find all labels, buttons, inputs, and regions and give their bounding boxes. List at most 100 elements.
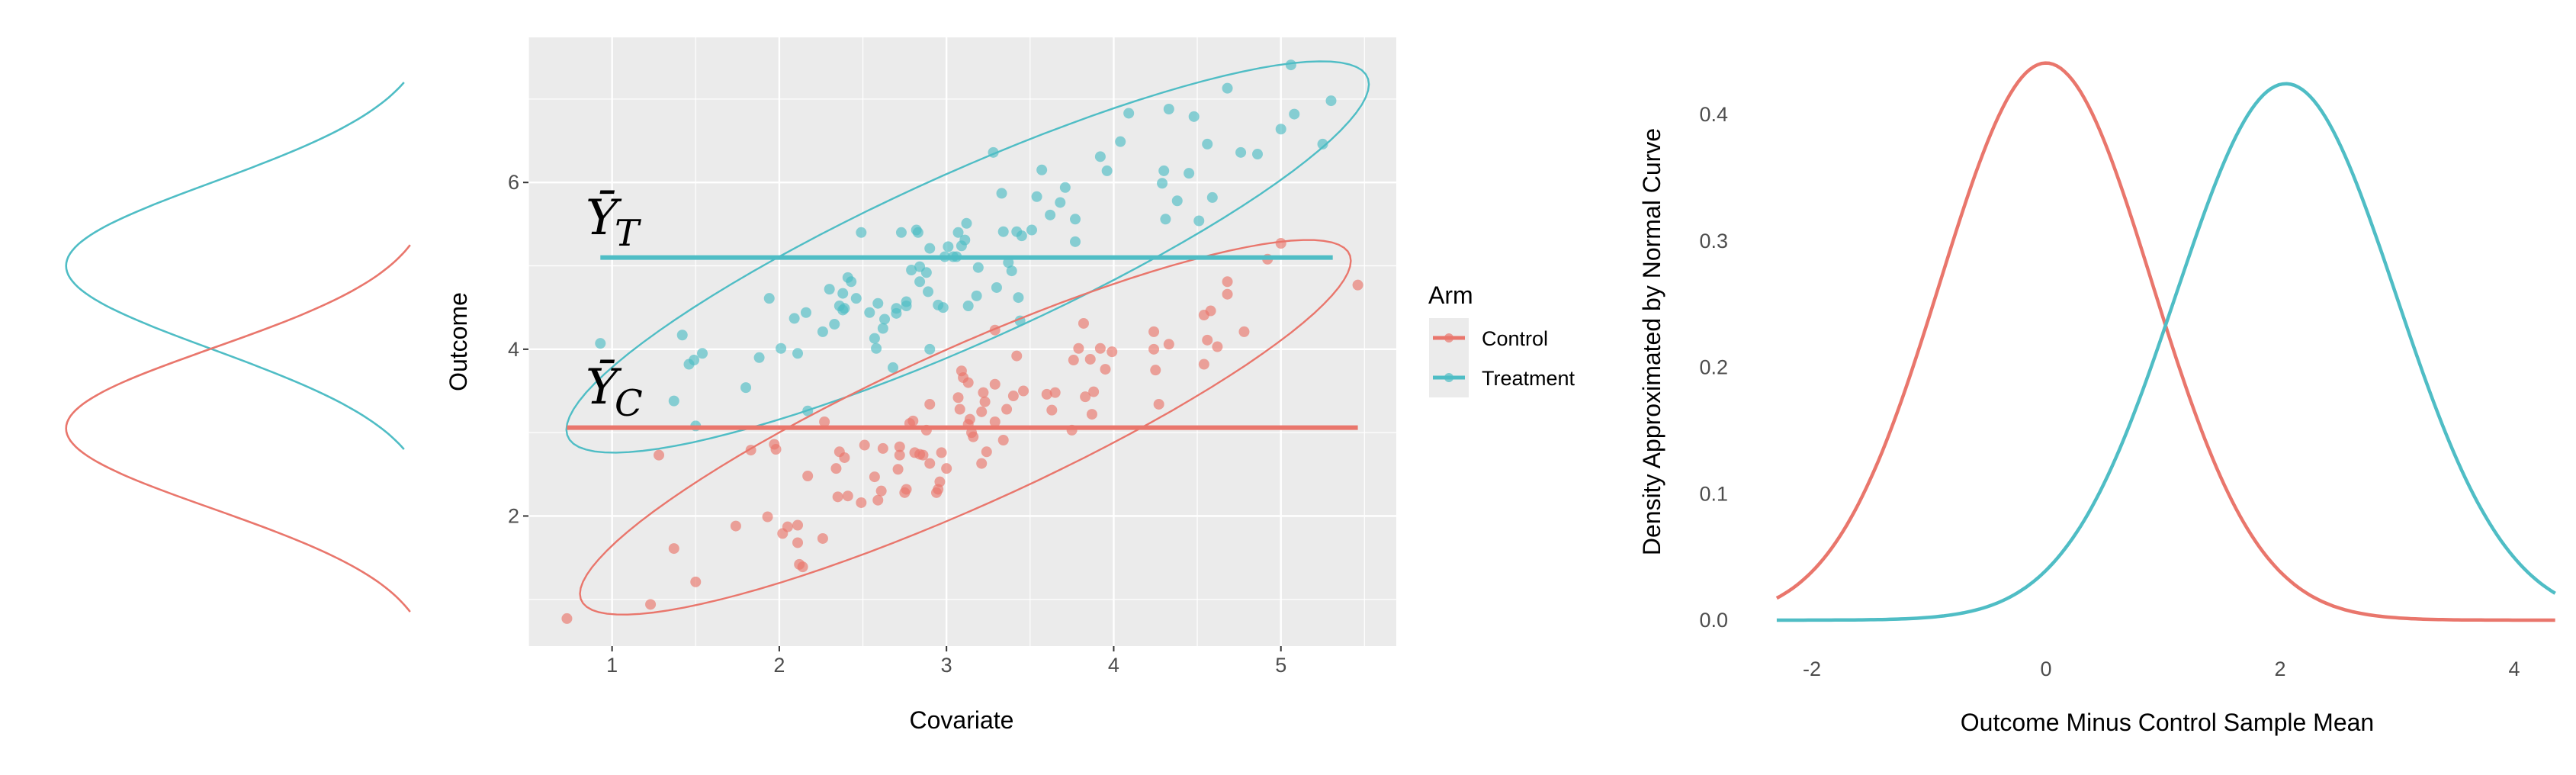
point-control <box>976 458 988 469</box>
point-treatment <box>906 264 917 275</box>
point-treatment <box>924 343 936 355</box>
point-control <box>561 613 573 624</box>
point-control <box>962 377 974 388</box>
point-control <box>989 416 1001 427</box>
density-panel: -2 0 2 4 0.0 0.1 0.2 0.3 0.4 Outcome Minus Contr… <box>1638 61 2556 736</box>
point-treatment <box>943 241 954 252</box>
point-treatment <box>1222 82 1233 94</box>
density-curve-control <box>1775 61 2555 622</box>
point-control <box>875 485 887 497</box>
legend-key-background <box>1429 318 1469 397</box>
point-control <box>869 471 880 483</box>
mean-label-treatment-main: Ȳ <box>586 190 622 246</box>
point-treatment <box>1013 292 1024 304</box>
point-treatment <box>792 348 804 359</box>
point-treatment <box>1184 168 1195 179</box>
legend-title: Arm <box>1428 281 1473 309</box>
point-control <box>856 497 867 508</box>
point-control <box>907 415 919 426</box>
ellipses <box>565 60 1370 616</box>
point-control <box>1041 388 1052 400</box>
point-treatment <box>1202 138 1213 150</box>
ellipse-control <box>579 239 1352 616</box>
point-control <box>952 392 964 404</box>
axes: 1 2 3 4 5 2 4 6 <box>508 171 1286 677</box>
point-control <box>730 520 741 532</box>
point-treatment <box>829 319 840 330</box>
point-treatment <box>1059 182 1071 193</box>
point-control <box>917 449 929 461</box>
point-control <box>1080 391 1091 403</box>
x-tick-label: 0 <box>2040 658 2051 680</box>
point-treatment <box>888 362 899 373</box>
point-treatment <box>959 234 971 246</box>
point-treatment <box>850 293 862 304</box>
point-treatment <box>1026 224 1037 236</box>
point-control <box>1084 353 1096 365</box>
point-treatment <box>1317 138 1328 150</box>
point-control <box>936 447 947 458</box>
point-control <box>941 463 952 474</box>
point-treatment <box>1006 265 1017 277</box>
point-treatment <box>1123 108 1135 119</box>
point-treatment <box>689 355 700 366</box>
point-control <box>1049 387 1061 398</box>
point-control <box>934 476 946 487</box>
point-treatment <box>1045 209 1056 220</box>
point-treatment <box>991 281 1002 293</box>
point-control <box>978 387 989 398</box>
gridlines <box>528 37 1396 646</box>
point-treatment <box>740 382 752 394</box>
point-treatment <box>1070 236 1081 247</box>
point-control <box>1148 326 1160 337</box>
point-treatment <box>776 342 787 354</box>
y-tick-label: 4 <box>508 338 519 361</box>
point-treatment <box>1016 230 1027 242</box>
point-control <box>997 434 1009 445</box>
x-tick-label: 3 <box>941 654 952 677</box>
point-treatment <box>871 342 882 354</box>
point-treatment <box>668 395 679 407</box>
point-control <box>964 413 975 425</box>
point-treatment <box>879 314 891 325</box>
point-control <box>690 576 702 587</box>
point-control <box>1222 276 1233 288</box>
point-control <box>668 543 679 555</box>
ellipse-treatment <box>565 60 1370 454</box>
point-control <box>1001 404 1013 415</box>
y-axis-title: Density Approximated by Normal Curve <box>1638 128 1665 555</box>
point-treatment <box>997 226 1009 237</box>
point-treatment <box>1289 108 1300 120</box>
point-treatment <box>971 290 982 301</box>
point-control <box>1088 386 1100 397</box>
legend: Arm Control Treatment <box>1428 281 1575 397</box>
point-treatment <box>923 286 934 297</box>
point-treatment <box>697 348 708 359</box>
point-control <box>1153 398 1164 410</box>
density-curve-treatment <box>1776 82 2556 622</box>
point-control <box>1046 404 1058 416</box>
point-treatment <box>1206 191 1218 203</box>
point-treatment <box>895 227 907 238</box>
point-treatment <box>1163 104 1174 115</box>
point-treatment <box>972 262 984 273</box>
mean-label-control-sub: C <box>615 382 643 425</box>
point-control <box>892 464 904 475</box>
point-treatment <box>1193 215 1205 227</box>
mean-lines <box>567 255 1358 430</box>
legend-label-control: Control <box>1482 327 1548 350</box>
legend-key-treatment <box>1433 373 1465 382</box>
point-control <box>819 416 830 427</box>
point-treatment <box>961 217 972 229</box>
point-treatment <box>869 333 880 344</box>
point-treatment <box>1094 151 1106 162</box>
point-control <box>1073 342 1084 354</box>
point-treatment <box>1285 59 1296 71</box>
point-treatment <box>763 293 775 304</box>
x-axis-title: Covariate <box>910 706 1014 734</box>
point-control <box>817 532 828 544</box>
point-control <box>1100 364 1111 375</box>
point-control <box>901 484 912 495</box>
point-treatment <box>1115 136 1126 147</box>
point-treatment <box>1160 214 1171 225</box>
